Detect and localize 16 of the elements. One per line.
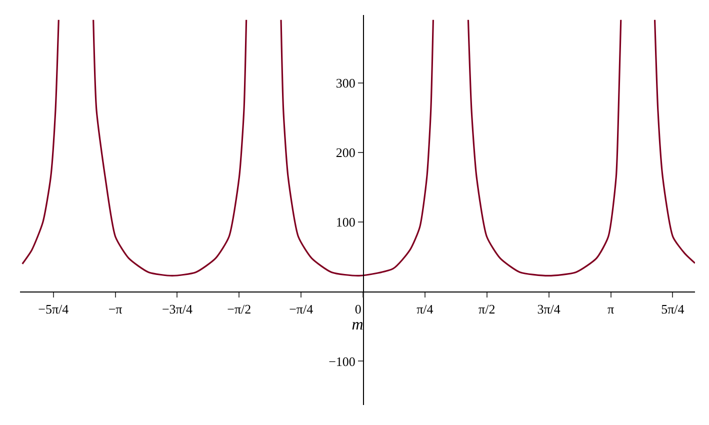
x-tick-label: 0 (354, 301, 372, 316)
y-tick-label: 100 (336, 214, 356, 230)
y-tick-label: −100 (328, 354, 356, 369)
x-tick-label: π/2 (478, 301, 496, 316)
x-tick-label: −π/2 (227, 301, 252, 316)
x-tick-label: π (607, 301, 614, 316)
x-tick-label: 3π/4 (537, 301, 561, 316)
x-tick-label: −π/4 (289, 301, 314, 316)
y-tick-label: 200 (336, 145, 356, 160)
x-axis-title: m (352, 316, 364, 334)
x-tick-label: −π (108, 301, 123, 316)
y-tick-label: 300 (336, 76, 356, 91)
x-tick-label: 5π/4 (661, 301, 685, 316)
x-tick-label: π/4 (416, 301, 434, 316)
x-tick-label: −3π/4 (162, 301, 193, 316)
x-tick-label: −5π/4 (38, 301, 70, 316)
